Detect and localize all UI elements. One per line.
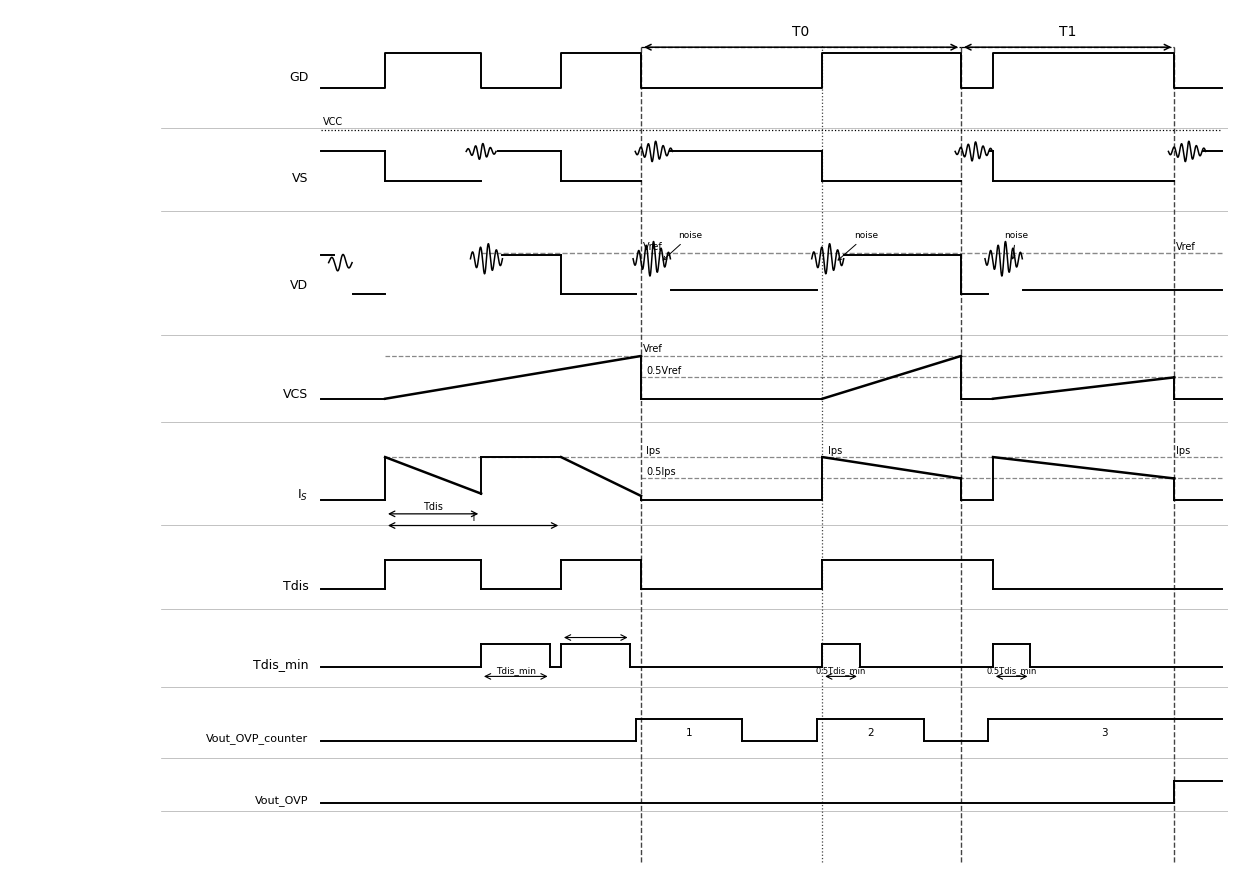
Text: Tdis: Tdis [283,579,309,593]
Text: 1: 1 [686,728,692,738]
Text: GD: GD [289,71,309,84]
Text: Vout_OVP_counter: Vout_OVP_counter [206,733,309,744]
Text: 0.5Tdis_min: 0.5Tdis_min [987,666,1037,675]
Text: T1: T1 [1059,26,1076,40]
Text: 0.5Tdis_min: 0.5Tdis_min [816,666,867,675]
Text: VCS: VCS [283,388,309,401]
Text: VS: VS [291,171,309,184]
Text: noise: noise [1003,231,1028,258]
Text: 0.5Vref: 0.5Vref [646,366,682,376]
Text: 3: 3 [1101,728,1109,738]
Text: Vout_OVP: Vout_OVP [255,796,309,806]
Text: Tdis_min: Tdis_min [253,658,309,671]
Text: Vref: Vref [1177,242,1197,251]
Text: Vref: Vref [644,344,663,355]
Text: noise: noise [663,231,703,260]
Text: Tdis_min: Tdis_min [496,666,536,675]
Text: VCC: VCC [324,117,343,127]
Text: Tdis: Tdis [423,502,443,512]
Text: noise: noise [838,231,878,260]
Text: Ips: Ips [828,445,842,455]
Text: I$_S$: I$_S$ [298,488,309,503]
Text: Ips: Ips [1177,445,1190,455]
Text: Vref: Vref [644,242,663,251]
Text: 2: 2 [867,728,874,738]
Text: T0: T0 [792,26,810,40]
Text: VD: VD [290,280,309,293]
Text: 0.5Ips: 0.5Ips [646,467,676,477]
Text: T: T [470,513,476,523]
Text: Ips: Ips [646,445,661,455]
